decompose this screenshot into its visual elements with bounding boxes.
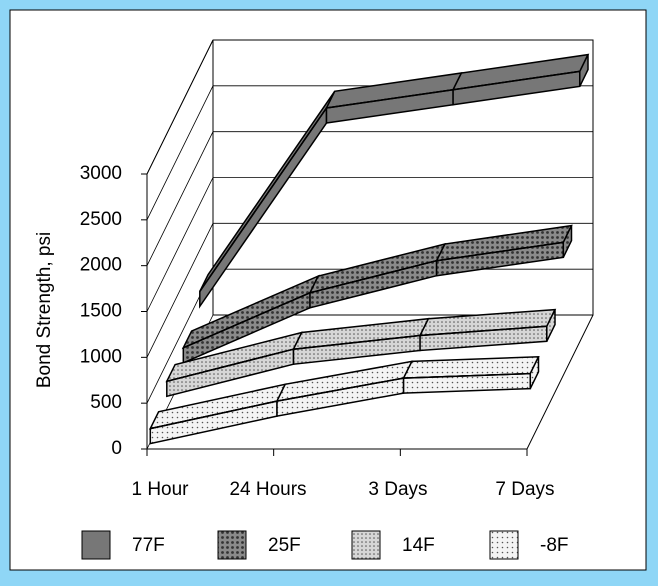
y-tick-label: 3000 [80, 163, 122, 184]
y-tick-label: 0 [111, 438, 122, 459]
x-tick-label: 1 Hour [131, 479, 189, 500]
legend-swatch [81, 530, 111, 560]
series-line [166, 325, 547, 383]
legend-label: -8F [540, 535, 569, 556]
y-tick-label: 1500 [80, 301, 122, 322]
x-tick-label: 7 Days [495, 479, 554, 500]
legend-label: 25F [268, 535, 301, 556]
ribbon-end [546, 309, 556, 342]
series-line [150, 372, 531, 430]
series-line [199, 70, 580, 292]
legend-label: 14F [402, 535, 435, 556]
y-axis-label: Bond Strength, psi [34, 232, 55, 388]
x-tick-label: 24 Hours [229, 479, 306, 500]
y-tick-label: 2000 [80, 255, 122, 276]
ribbon-end [529, 356, 540, 389]
y-tick-label: 1000 [80, 346, 122, 367]
y-tick-label: 2500 [80, 209, 122, 230]
series-line [183, 241, 564, 349]
series-ribbon [165, 308, 557, 398]
grid-line [146, 222, 593, 358]
legend-label: 77F [132, 535, 165, 556]
series-ribbon [148, 356, 540, 445]
x-tick-label: 3 Days [368, 479, 427, 500]
grid-line [146, 314, 593, 450]
y-tick-label: 500 [90, 392, 122, 413]
legend-swatch [489, 530, 519, 560]
ribbon-end [579, 54, 589, 87]
grid-line [146, 131, 593, 266]
legend-swatch [217, 530, 247, 560]
ribbon-end [562, 225, 573, 258]
legend-swatch [351, 530, 381, 560]
grid-line [146, 177, 593, 312]
series-ribbon [199, 53, 590, 309]
series-ribbon [181, 224, 573, 364]
grid-line [146, 39, 593, 175]
